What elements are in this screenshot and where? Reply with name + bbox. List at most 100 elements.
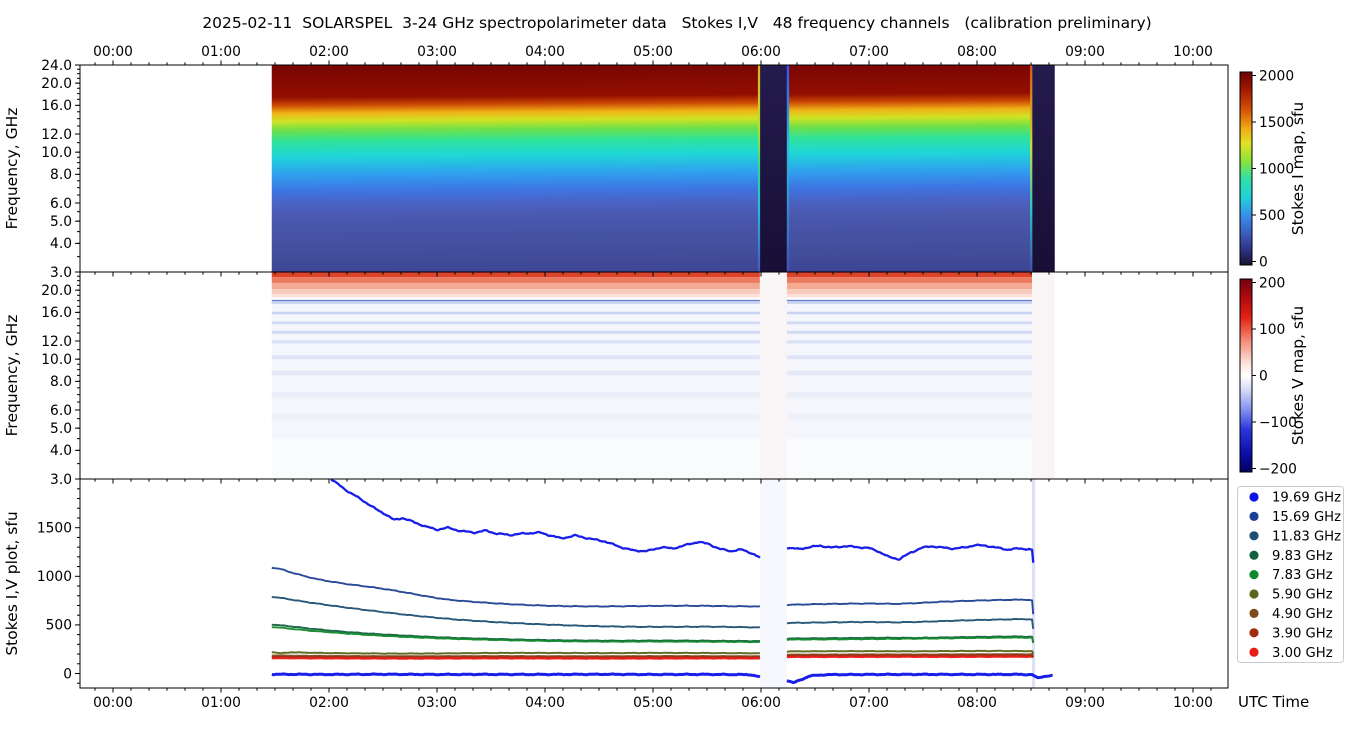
series-line — [330, 479, 761, 559]
figure-title: 2025-02-11 SOLARSPEL 3-24 GHz spectropol… — [202, 14, 1151, 32]
plot-gap-column — [1032, 479, 1036, 688]
tick-label: 10:00 — [1173, 695, 1213, 711]
tick-label: 05:00 — [633, 44, 673, 60]
legend-entry-label: 7.83 GHz — [1272, 568, 1333, 583]
tick-label: 03:00 — [417, 44, 457, 60]
tick-label: 500 — [46, 618, 72, 634]
stokes-v-band — [786, 301, 1033, 305]
legend-entry-label: 15.69 GHz — [1272, 510, 1341, 525]
tick-label: 02:00 — [309, 695, 349, 711]
legend-marker — [1249, 531, 1259, 541]
stokes-i-gap-band — [1032, 65, 1055, 272]
stokes-v-band — [271, 438, 760, 479]
tick-label: 1500 — [37, 521, 72, 537]
tick-label: 1000 — [37, 569, 72, 585]
tick-label: 3.0 — [50, 472, 72, 488]
legend-entry-label: 5.90 GHz — [1272, 588, 1333, 603]
stokes-v-band — [786, 272, 1033, 278]
colorbar-tick-label: 0 — [1259, 368, 1268, 384]
stokes-v-band — [271, 311, 760, 315]
tick-label: 8.0 — [50, 167, 72, 183]
stokes-v-band — [786, 330, 1033, 334]
stokes-v-band — [271, 355, 760, 360]
legend-marker — [1249, 647, 1259, 657]
tick-label: 20.0 — [41, 283, 72, 299]
colorbar — [1239, 71, 1253, 266]
stokes-v-band — [786, 340, 1033, 344]
stokes-v-band — [271, 391, 760, 398]
legend-marker — [1249, 570, 1259, 580]
tick-label: 12.0 — [41, 127, 72, 143]
tick-label: 5.0 — [50, 214, 72, 230]
stokes-v-colorbar-label: Stokes V map, sfu — [1289, 306, 1307, 446]
stokes-v-band — [786, 277, 1033, 283]
stokes-v-band — [271, 370, 760, 376]
stokes-v-band — [786, 355, 1033, 360]
gap-edge-highlight — [786, 65, 790, 272]
tick-label: 02:00 — [309, 44, 349, 60]
tick-label: 4.0 — [50, 236, 72, 252]
legend-marker — [1249, 628, 1259, 638]
series-line — [271, 656, 760, 660]
tick-label: 07:00 — [849, 44, 889, 60]
tick-label: 09:00 — [1065, 695, 1105, 711]
tick-label: 10.0 — [41, 352, 72, 368]
tick-label: 0 — [63, 666, 72, 682]
series-line — [271, 654, 760, 658]
gap-edge-highlight — [1030, 65, 1033, 272]
series-line — [271, 651, 760, 655]
stokes-v-band — [786, 289, 1033, 295]
colorbar-tick-label: 0 — [1259, 254, 1268, 270]
stokes-v-band — [271, 330, 760, 334]
legend-entry-label: 3.00 GHz — [1272, 646, 1333, 661]
tick-label: 08:00 — [957, 695, 997, 711]
tick-label: 05:00 — [633, 695, 673, 711]
tick-label: 04:00 — [525, 695, 565, 711]
stokes-iv-plot-ylabel: Stokes I,V plot, sfu — [3, 511, 21, 655]
series-line — [786, 654, 1035, 659]
stokes-v-band — [786, 438, 1033, 479]
colorbar-tick-label: 1000 — [1259, 161, 1294, 177]
stokes-v-band — [271, 277, 760, 283]
legend-entry-label: 9.83 GHz — [1272, 549, 1333, 564]
tick-label: 09:00 — [1065, 44, 1105, 60]
stokes-v-gap-band — [1032, 272, 1055, 479]
stokes-v-band — [786, 294, 1033, 298]
tick-label: 06:00 — [741, 44, 781, 60]
stokes-i-map-ylabel: Frequency, GHz — [3, 108, 21, 230]
colorbar-tick-label: 1500 — [1259, 115, 1294, 131]
stokes-v-map-ylabel: Frequency, GHz — [3, 315, 21, 437]
series-line — [786, 598, 1035, 615]
stokes-v-spectrogram — [271, 272, 1055, 479]
series-line — [271, 566, 760, 608]
stokes-v-band — [271, 321, 760, 325]
stokes-v-band — [786, 321, 1033, 325]
colorbar-tick-label: 2000 — [1259, 68, 1294, 84]
stokes-v-band — [271, 282, 760, 290]
tick-label: 12.0 — [41, 334, 72, 350]
legend-marker — [1249, 492, 1259, 502]
series-line — [786, 655, 1033, 659]
stokes-i-data-segment — [786, 65, 1033, 272]
colorbar-tick-label: −200 — [1259, 461, 1297, 477]
tick-label: 06:00 — [741, 695, 781, 711]
stokes-v-band — [271, 340, 760, 344]
tick-label: 16.0 — [41, 98, 72, 114]
tick-label: 4.0 — [50, 443, 72, 459]
tick-label: 00:00 — [93, 695, 133, 711]
stokes-v-band — [786, 282, 1033, 290]
stokes-v-band — [786, 370, 1033, 376]
series-line — [786, 672, 1053, 685]
series-line — [786, 649, 1035, 655]
colorbar — [1239, 278, 1253, 473]
stokes-v-band — [271, 301, 760, 305]
legend: 19.69 GHz 15.69 GHz 11.83 GHz 9.83 GHz 7.83 … — [1237, 486, 1344, 663]
legend-box — [1237, 486, 1344, 663]
stokes-i-gap-band — [759, 65, 787, 272]
colorbar-tick-label: 100 — [1259, 322, 1285, 338]
legend-entry-label: 3.90 GHz — [1272, 626, 1333, 641]
colorbar-tick-label: 200 — [1259, 275, 1285, 291]
